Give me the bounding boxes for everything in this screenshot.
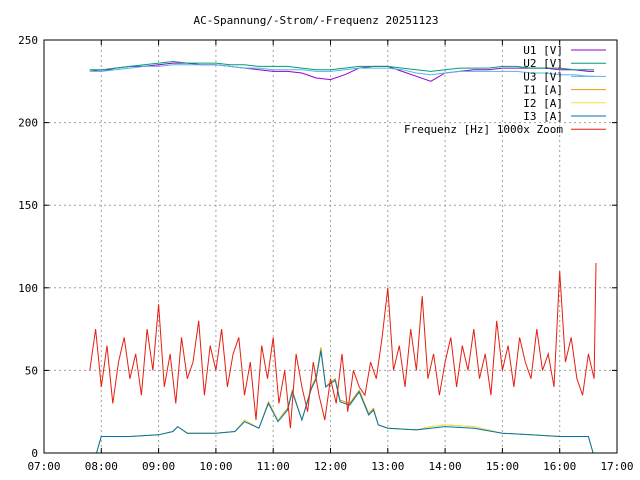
- x-tick-label: 16:00: [543, 460, 576, 473]
- series-layer: [89, 60, 597, 454]
- y-tick-label: 150: [18, 199, 38, 212]
- y-tick-label: 0: [31, 447, 38, 460]
- legend-label: U1 [V]: [523, 44, 563, 57]
- series-line: [89, 262, 597, 429]
- y-tick-label: 200: [18, 117, 38, 130]
- x-tick-label: 09:00: [142, 460, 175, 473]
- legend-label: U3 [V]: [523, 70, 563, 83]
- legend-label: I3 [A]: [523, 110, 563, 123]
- y-tick-label: 100: [18, 282, 38, 295]
- legend-label: I1 [A]: [523, 84, 563, 97]
- x-tick-label: 07:00: [27, 460, 60, 473]
- x-tick-label: 08:00: [85, 460, 118, 473]
- series-line: [89, 62, 595, 82]
- legend: U1 [V]U2 [V]U3 [V]I1 [A]I2 [A]I3 [A]Freq…: [404, 44, 606, 136]
- grid-layer: [44, 40, 617, 453]
- series-line: [89, 64, 595, 77]
- chart-title: AC-Spannung/-Strom/-Frequenz 20251123: [193, 14, 438, 27]
- x-tick-label: 17:00: [600, 460, 633, 473]
- x-tick-label: 10:00: [199, 460, 232, 473]
- series-line: [96, 350, 594, 454]
- x-tick-label: 15:00: [486, 460, 519, 473]
- x-tick-label: 13:00: [371, 460, 404, 473]
- tick-layer: 07:00 08:00 09:00 10:00 11:00 12:00 13:00 14:00…: [18, 34, 633, 473]
- legend-label: U2 [V]: [523, 57, 563, 70]
- x-tick-label: 11:00: [257, 460, 290, 473]
- legend-label: Frequenz [Hz] 1000x Zoom: [404, 123, 563, 136]
- x-tick-label: 14:00: [429, 460, 462, 473]
- series-line: [89, 60, 595, 72]
- x-tick-label: 12:00: [314, 460, 347, 473]
- y-tick-label: 50: [25, 364, 38, 377]
- legend-label: I2 [A]: [523, 97, 563, 110]
- y-tick-label: 250: [18, 34, 38, 47]
